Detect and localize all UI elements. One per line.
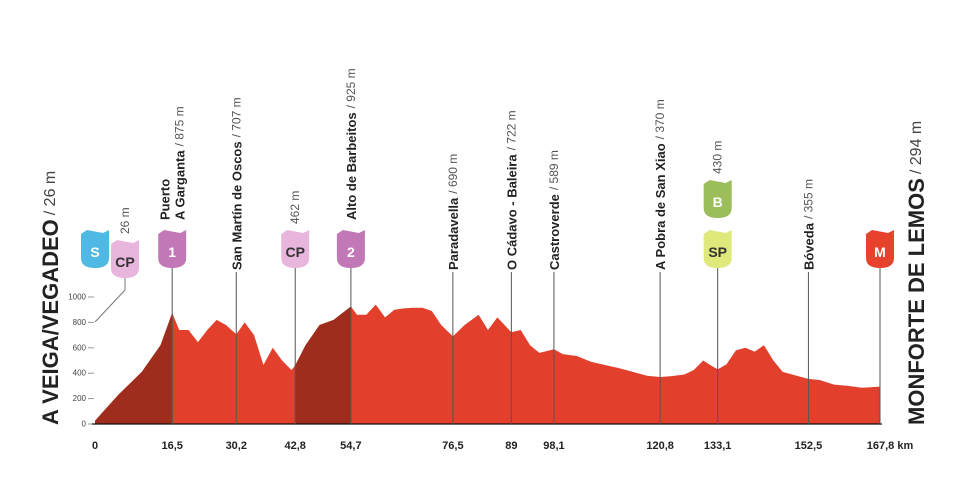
- marker-label: Bóveda / 355 m: [801, 179, 816, 270]
- x-tick-label: 89: [505, 440, 517, 452]
- marker-name: Alto de Barbeitos: [343, 112, 358, 220]
- badge-label: S: [90, 244, 99, 260]
- badge-label: M: [874, 244, 886, 260]
- badge-label: 1: [168, 244, 176, 260]
- start-label: A VEIGA/VEGADEO / 26 m: [38, 171, 63, 425]
- y-tick-label: 600: [73, 343, 87, 352]
- x-tick-label: 133,1: [704, 440, 732, 452]
- badge: [866, 230, 894, 268]
- marker-name: Puerto: [157, 179, 172, 220]
- marker-label: PuertoA Garganta / 875 m: [157, 106, 187, 220]
- x-tick-label: 152,5: [795, 440, 823, 452]
- badge: [81, 230, 109, 268]
- marker-elevation: / 690 m: [446, 154, 460, 194]
- badge-label: SP: [708, 244, 727, 260]
- marker-elevation: / 875 m: [173, 106, 187, 146]
- x-tick-label: 120,8: [646, 440, 674, 452]
- plot: 0 200 400 600 800 1000 0 S CP 26 m 16,5 1 PuertoA Ga…: [68, 68, 913, 452]
- badge: [336, 230, 365, 268]
- marker-name: O Cádavo - Baleira: [504, 154, 519, 270]
- y-tick-label: 200: [73, 394, 87, 403]
- marker-name: Bóveda: [801, 222, 816, 270]
- y-tick-label: 0: [82, 420, 87, 429]
- x-tick-label: 0: [92, 440, 98, 452]
- badge-label: 2: [347, 244, 355, 260]
- x-tick-label: 76,5: [442, 440, 463, 452]
- badge-label: CP: [285, 244, 304, 260]
- badge: [111, 240, 139, 278]
- marker-elevation: / 925 m: [344, 68, 358, 108]
- marker-elevation: / 370 m: [653, 99, 667, 139]
- marker-label: O Cádavo - Baleira / 722 m: [504, 110, 519, 270]
- badge: [158, 230, 187, 268]
- x-tick-label: 30,2: [226, 440, 247, 452]
- elevation: 462 m: [288, 191, 302, 224]
- marker-name: San Martín de Oscos: [229, 141, 244, 270]
- x-tick-label: 16,5: [161, 440, 182, 452]
- x-tick-label: 54,7: [340, 440, 361, 452]
- elevation: 26 m: [118, 207, 132, 234]
- marker-label: Alto de Barbeitos / 925 m: [343, 68, 358, 220]
- badge-label: CP: [115, 254, 134, 270]
- y-tick-label: 1000: [68, 293, 86, 302]
- marker-name: A Pobra de San Xiao: [653, 143, 668, 270]
- x-tick-label: 42,8: [285, 440, 306, 452]
- marker-name: A Garganta: [172, 150, 187, 220]
- marker-name: Castroverde: [546, 194, 561, 270]
- marker-elevation: / 722 m: [504, 110, 518, 150]
- badge: [281, 230, 310, 268]
- badge: [703, 180, 732, 218]
- marker-name: Paradavella: [445, 197, 460, 270]
- x-tick-label: 98,1: [543, 440, 564, 452]
- marker-label: San Martín de Oscos / 707 m: [229, 97, 244, 270]
- marker-elevation: / 355 m: [801, 179, 815, 219]
- marker-elevation: / 707 m: [229, 97, 243, 137]
- y-tick-label: 400: [73, 369, 87, 378]
- profile-area: [95, 304, 880, 424]
- y-tick-label: 800: [73, 318, 87, 327]
- marker-elevation: / 589 m: [547, 150, 561, 190]
- badge: [703, 230, 732, 268]
- start-elevation: / 26 m: [42, 171, 59, 215]
- elevation: 430 m: [711, 141, 725, 174]
- finish-name: MONFORTE DE LEMOS: [904, 178, 929, 425]
- badge-label: B: [713, 194, 723, 210]
- x-tick-label: 167,8 km: [867, 440, 914, 452]
- marker-label: Castroverde / 589 m: [546, 150, 561, 270]
- leader-line: [94, 278, 126, 323]
- marker-label: Paradavella / 690 m: [445, 154, 460, 270]
- marker-label: A Pobra de San Xiao / 370 m: [653, 99, 668, 270]
- start-name: A VEIGA/VEGADEO: [38, 219, 63, 425]
- finish-elevation: / 294 m: [908, 121, 925, 174]
- finish-label: MONFORTE DE LEMOS / 294 m: [904, 121, 929, 425]
